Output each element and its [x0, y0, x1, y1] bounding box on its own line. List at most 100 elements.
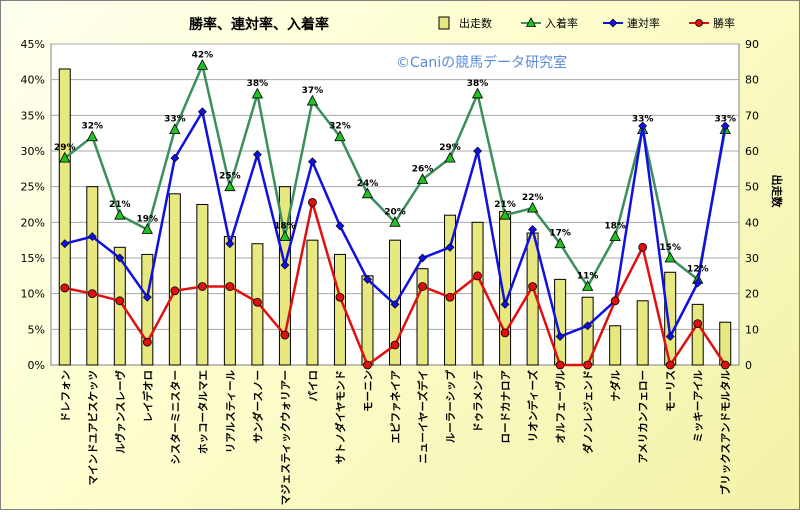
y-right-tick-label: 10: [745, 323, 759, 336]
bar: [58, 68, 71, 366]
data-label: 33%: [714, 115, 736, 125]
category-label: エピファネイア: [390, 370, 402, 444]
data-label: 29%: [439, 143, 461, 153]
category-label: ナダル: [609, 370, 622, 402]
diamond-marker: [87, 232, 97, 242]
circle-marker: [335, 292, 345, 302]
y-left-tick-label: 35%: [21, 109, 45, 122]
category-label: リオンディーズ: [527, 370, 540, 443]
diamond-marker: [693, 278, 703, 288]
bar: [223, 236, 236, 366]
bar: [86, 186, 99, 366]
data-labels: 29% 32% 21% 19% 33% 42% 25% 38% 18% 37% 32% 24% 20% 2…: [54, 50, 736, 281]
category-label: ドレフォン: [60, 370, 72, 423]
circle-marker: [418, 282, 427, 291]
bar: [306, 239, 319, 366]
right-axis-label: 出走数: [770, 175, 784, 209]
y-right-tick-label: 90: [745, 38, 759, 51]
bar: [361, 275, 374, 366]
triangle-marker: [444, 151, 456, 163]
y-right-tick-label: 50: [745, 181, 759, 194]
bar: [636, 300, 649, 366]
circle-marker: [308, 197, 317, 207]
circle-marker: [638, 242, 648, 252]
triangle-marker: [361, 187, 374, 199]
circle-marker: [60, 283, 70, 293]
y-left-tick-label: 30%: [21, 145, 45, 158]
legend: 出走数 入着率 連対率 勝率: [438, 16, 735, 30]
triangle-marker: [471, 87, 484, 99]
diamond-marker: [115, 253, 125, 263]
triangle-marker: [251, 87, 264, 99]
category-label: マジェスティックウォリアー: [280, 370, 292, 505]
category-label: シスターミニスター: [170, 370, 182, 465]
y-left-tick-label: 25%: [21, 181, 45, 194]
category-label: サトノダイヤモンド: [334, 370, 347, 464]
legend-marker: [608, 18, 618, 28]
data-label: 42%: [192, 50, 214, 60]
category-label: モーリス: [665, 370, 677, 412]
data-label: 33%: [164, 115, 186, 125]
watermark-text: ©Caniの競馬データ研究室: [396, 54, 567, 71]
diamond-marker: [555, 332, 565, 341]
y-right-tick-label: 80: [745, 74, 759, 87]
circle-marker: [720, 360, 730, 370]
triangle-marker: [141, 223, 153, 234]
y-right-tick-label: 30: [745, 252, 759, 265]
category-label: リアルスティール: [225, 370, 237, 454]
circle-marker: [142, 337, 152, 347]
chart-title: 勝率、連対率、入着率: [189, 16, 329, 33]
circle-marker: [665, 360, 675, 370]
data-label: 18%: [604, 222, 626, 232]
diamond-marker: [60, 239, 70, 249]
data-label: 15%: [659, 243, 681, 253]
bar: [609, 325, 622, 366]
circle-marker: [555, 360, 565, 370]
data-label: 19%: [137, 214, 159, 224]
data-label: 12%: [687, 264, 709, 274]
circle-marker: [390, 340, 400, 350]
bar: [416, 268, 429, 366]
bar: [471, 221, 484, 366]
category-label: ブリックスアンドモルタル: [719, 370, 732, 496]
triangle-marker: [554, 237, 566, 249]
diamond-marker: [528, 225, 538, 234]
triangle-marker: [334, 130, 346, 142]
y-right-tick-label: 0: [745, 359, 752, 372]
category-labels: ドレフォン マインドユアビスケッツ ルヴァンスレーヴ レイデオロ シスターミニスター ホッ…: [60, 370, 732, 506]
triangle-marker: [114, 208, 126, 220]
triangle-marker: [59, 151, 71, 163]
data-label: 21%: [494, 200, 516, 210]
data-label: 29%: [54, 143, 76, 153]
data-label: 25%: [219, 172, 241, 182]
line-series: [59, 59, 731, 370]
data-label: 24%: [357, 179, 379, 189]
diamond-marker: [363, 274, 372, 284]
circle-marker: [473, 271, 482, 281]
triangle-marker: [609, 230, 621, 242]
circle-marker: [610, 296, 620, 306]
diamond-marker: [225, 239, 235, 249]
bar: [141, 253, 154, 366]
circle-marker: [693, 319, 703, 329]
y-right-tick-label: 60: [745, 145, 759, 158]
triangle-marker: [169, 123, 181, 135]
category-label: オルフェーヴル: [554, 370, 567, 444]
circle-marker: [583, 360, 593, 370]
circle-marker: [280, 330, 290, 340]
diamond-marker: [445, 242, 455, 252]
category-label: サンダースノー: [251, 370, 264, 443]
y-left-tick-label: 20%: [21, 216, 45, 229]
legend-label: 連対率: [627, 16, 660, 30]
triangle-marker: [581, 280, 594, 291]
circle-marker: [87, 289, 97, 299]
y-left-tick-label: 15%: [21, 252, 45, 265]
diamond-marker: [280, 260, 290, 270]
diamond-marker: [473, 146, 482, 156]
gridlines: [51, 43, 739, 330]
circle-marker: [445, 292, 455, 302]
triangle-marker: [224, 180, 236, 192]
y-right-tick-label: 70: [745, 109, 759, 122]
diamond-marker: [390, 299, 400, 309]
